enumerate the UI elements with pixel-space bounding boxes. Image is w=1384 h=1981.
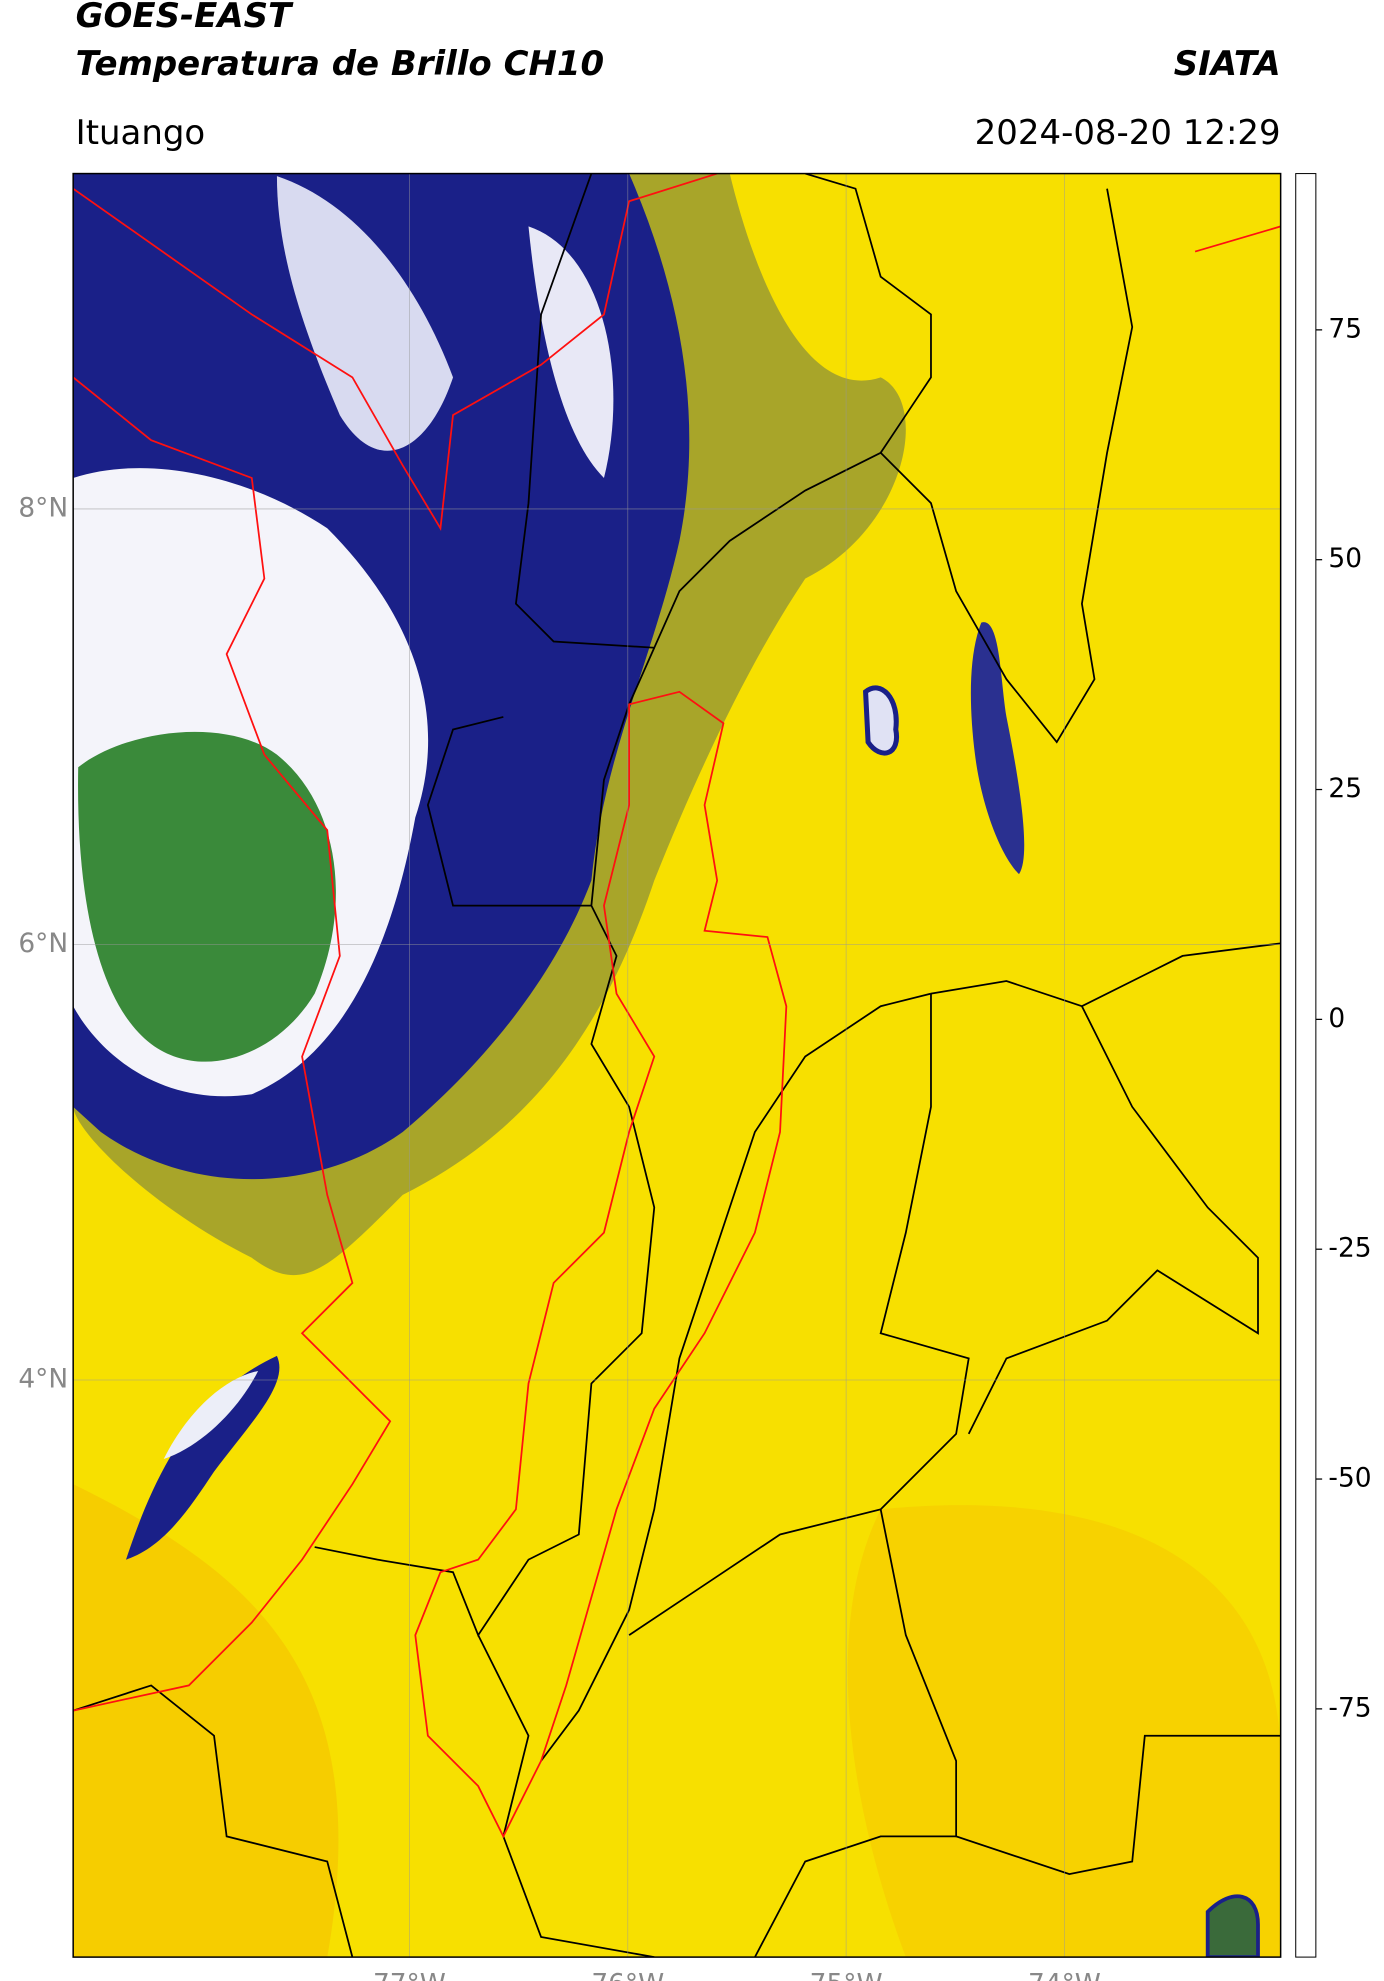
colorbar-tick-label: 75 [1328,313,1362,344]
datetime: 2024-08-20 12:29 [975,113,1281,153]
borders [73,173,1281,1958]
region-borders [73,173,1281,1839]
cold-cloud [126,1355,280,1560]
map-frame [72,172,1282,1958]
x-tick-label: 76°W [591,1968,664,1981]
colorbar-tick-label: 50 [1328,543,1362,574]
colorbar-tick-label: -25 [1328,1233,1371,1264]
credit: SIATA [1174,44,1281,84]
cold-cloud [970,622,1025,875]
cold-cloud [1205,1894,1260,1958]
colorbar-tick-label: -50 [1328,1463,1371,1494]
very-cold-cloud [276,176,454,451]
colorbar-tick-label: -75 [1328,1692,1371,1723]
map-image [73,173,1281,1958]
warm-region [73,1484,339,1958]
x-tick-label: 77°W [373,1968,446,1981]
colorbar-tick-label: 0 [1328,1003,1345,1034]
colorbar-tick-label: 25 [1328,773,1362,804]
coldest-cloud [78,731,336,1062]
y-tick-label: 6°N [18,928,68,959]
title: GOES-EAST [76,0,294,36]
cold-cloud [862,685,900,756]
x-tick-label: 74°W [1028,1968,1101,1981]
location: Ituango [76,113,206,153]
very-cold-cloud [163,1370,259,1460]
colorbar [1295,173,1317,1958]
subtitle: Temperatura de Brillo CH10 [76,44,604,84]
x-tick-label: 75°W [810,1968,883,1981]
y-tick-label: 8°N [18,492,68,523]
y-tick-label: 4°N [18,1364,68,1395]
